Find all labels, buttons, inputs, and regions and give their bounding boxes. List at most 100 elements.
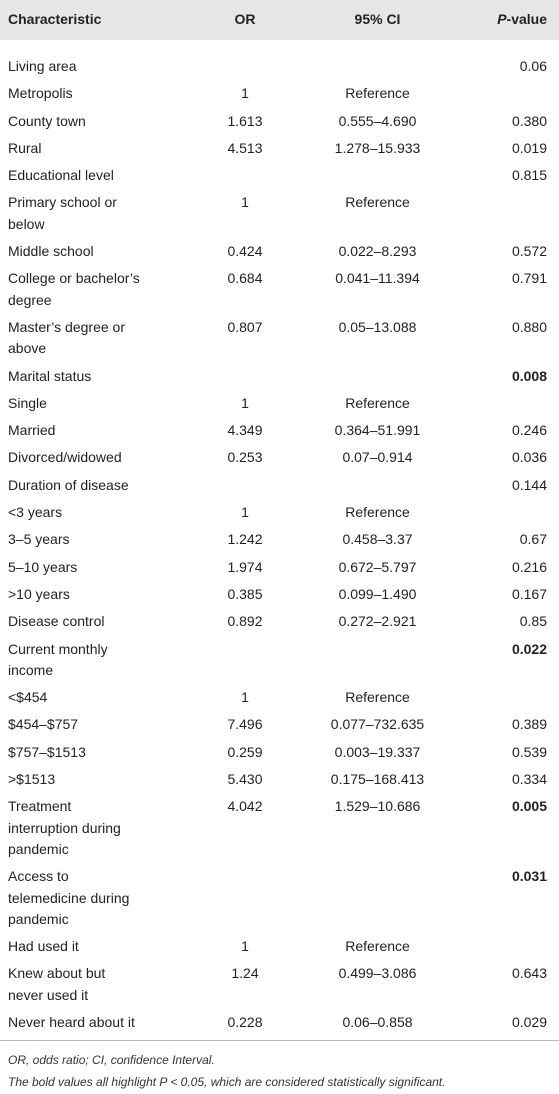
empty-cell (330, 472, 425, 499)
table-cell: 0.272–2.921 (338, 613, 417, 630)
empty-cell (425, 933, 559, 960)
table-row: 5–10 years 1.974 0.672–5.797 0.216 (0, 554, 559, 581)
empty-cell (160, 53, 330, 80)
table-cell: Marital status (8, 367, 92, 384)
table-cell: 1.529–10.686 (334, 798, 421, 815)
table-cell: 0.031 (511, 868, 547, 885)
table-cell: 0.880 (511, 318, 547, 335)
empty-cell (330, 363, 425, 390)
table-row: Had used it 1 Reference (0, 933, 559, 960)
table-cell: 1.242 (227, 531, 263, 548)
italic-letter: P (497, 11, 507, 28)
table-row: >10 years 0.385 0.099–1.490 0.167 (0, 581, 559, 608)
table-cell: 5.430 (227, 771, 263, 788)
table-cell: 0.892 (227, 613, 263, 630)
table-cell: 0.041–11.394 (335, 270, 420, 287)
table-cell: 0.555–4.690 (338, 112, 417, 129)
table-cell: County town (8, 112, 86, 129)
table-cell: 0.06–0.858 (342, 1013, 413, 1030)
table-cell: Knew about but never used it (8, 965, 106, 1003)
table-cell: Divorced/widowed (8, 449, 122, 466)
table-cell: 4.349 (227, 422, 263, 439)
table-row: 3–5 years 1.242 0.458–3.37 0.67 (0, 526, 559, 553)
table-cell: 0.499–3.086 (338, 965, 417, 982)
table-cell: 7.496 (227, 716, 263, 733)
empty-cell (330, 863, 425, 933)
table-cell: 0.05–13.088 (338, 318, 417, 335)
empty-cell (425, 390, 559, 417)
table-cell: 0.807 (227, 318, 263, 335)
table-cell: 1.278–15.933 (334, 139, 421, 156)
table-cell: 0.06 (519, 58, 547, 74)
table-row: College or bachelor’s degree 0.684 0.041–1… (0, 265, 559, 314)
table-cell: 3–5 years (8, 531, 70, 548)
table-row: Master’s degree or above 0.807 0.05–13.088… (0, 314, 559, 363)
table-row: <$454 1 Reference (0, 684, 559, 711)
table-cell: Living area (8, 58, 77, 74)
table-cell: Reference (345, 194, 410, 211)
table-cell: 0.643 (511, 965, 547, 982)
table-cell: 0.167 (511, 585, 547, 602)
table-header: Characteristic OR 95% CI P -value (0, 0, 559, 40)
empty-cell (425, 499, 559, 526)
empty-cell (330, 162, 425, 189)
header-cell: Characteristic (8, 11, 102, 28)
table-cell: Duration of disease (8, 476, 129, 493)
table-cell: 0.572 (511, 243, 547, 260)
table-row: Duration of disease 0.144 (0, 472, 559, 499)
table-cell: Disease control (8, 613, 105, 630)
table-cell: Reference (345, 504, 410, 521)
table-row: >$1513 5.430 0.175–168.413 0.334 (0, 766, 559, 793)
table-cell: 0.815 (511, 167, 547, 184)
table-row: Living area 0.06 (0, 53, 559, 80)
table-cell: 0.144 (511, 476, 547, 493)
table-row: Never heard about it 0.228 0.06–0.858 0.029 (0, 1009, 559, 1036)
table-cell: 1 (241, 194, 249, 211)
empty-cell (160, 363, 330, 390)
table-row: Metropolis 1 Reference (0, 80, 559, 107)
header-cell: 95% CI (354, 11, 401, 28)
table-cell: Reference (345, 689, 410, 706)
table-cell: 0.458–3.37 (342, 531, 413, 548)
table-row: $454–$757 7.496 0.077–732.635 0.389 (0, 711, 559, 738)
table-body: Living area 0.06 Metropolis 1 Reference Count… (0, 53, 559, 1042)
empty-cell (160, 162, 330, 189)
footnote: The bold values all highlight P < 0.05, … (8, 1075, 446, 1090)
table-row: <3 years 1 Reference (0, 499, 559, 526)
table-cell: 1 (241, 504, 249, 521)
empty-cell (160, 472, 330, 499)
table-cell: Access to telemedicine during pandemic (8, 868, 130, 927)
table-cell: $454–$757 (8, 716, 79, 733)
table-cell: 5–10 years (8, 558, 78, 575)
table-cell: 4.042 (227, 798, 263, 815)
table-cell: 0.364–51.991 (334, 422, 421, 439)
table-cell: Reference (345, 938, 410, 955)
table-cell: Had used it (8, 938, 79, 955)
table-cell: Single (8, 394, 47, 411)
table-cell: 0.539 (511, 743, 547, 760)
table-row: Middle school 0.424 0.022–8.293 0.572 (0, 238, 559, 265)
table-cell: 0.228 (227, 1013, 263, 1030)
table-cell: 0.259 (227, 743, 263, 760)
table-row: Married 4.349 0.364–51.991 0.246 (0, 417, 559, 444)
table-cell: 0.029 (511, 1013, 547, 1030)
table-cell: >10 years (8, 585, 70, 602)
table-cell: 1.24 (231, 965, 259, 982)
table-cell: 0.019 (511, 139, 547, 156)
empty-cell (160, 636, 330, 685)
table-cell: $757–$1513 (8, 743, 86, 760)
table-cell: Never heard about it (8, 1013, 135, 1030)
table-row: Disease control 0.892 0.272–2.921 0.85 (0, 608, 559, 635)
table-cell: 0.672–5.797 (338, 558, 417, 575)
table-cell: Educational level (8, 167, 114, 184)
table-cell: 0.389 (511, 716, 547, 733)
table-cell: 0.099–1.490 (338, 585, 417, 602)
table-cell: 0.005 (511, 798, 547, 815)
table-cell: 0.216 (511, 558, 547, 575)
table-cell: Reference (345, 394, 410, 411)
table-row: Rural 4.513 1.278–15.933 0.019 (0, 135, 559, 162)
table-cell: 0.022–8.293 (338, 243, 417, 260)
table-cell: 0.077–732.635 (330, 716, 425, 733)
table-cell: Married (8, 422, 56, 439)
